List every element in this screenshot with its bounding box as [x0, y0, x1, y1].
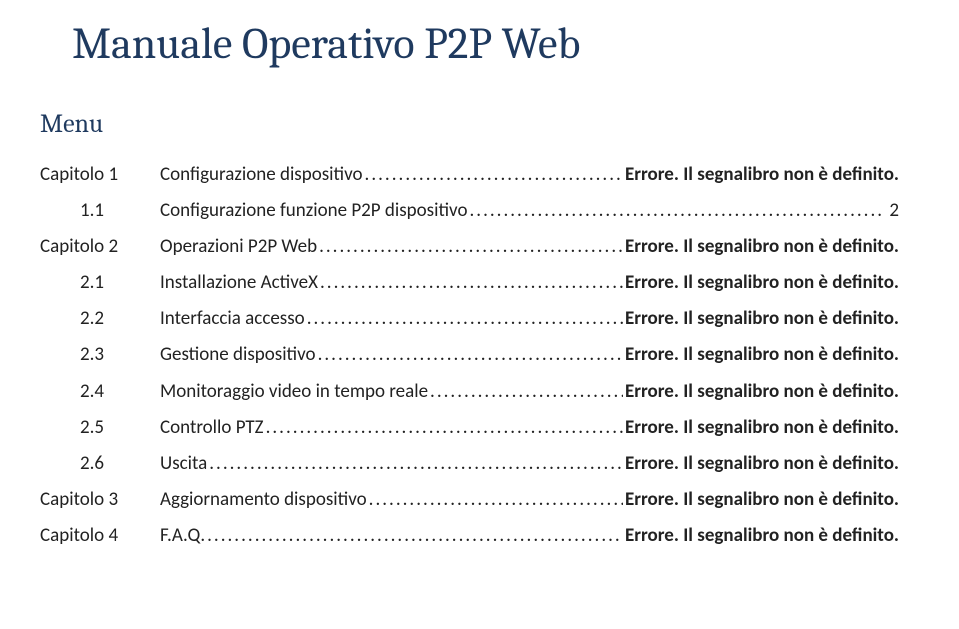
toc-label: 2.2	[40, 301, 160, 337]
toc-leader: ........................................…	[320, 265, 623, 301]
toc-label: Capitolo 1	[40, 157, 160, 193]
toc-text: Monitoraggio video in tempo reale	[160, 374, 428, 410]
menu-heading: Menu	[40, 109, 899, 139]
toc-row: 1.1 Configurazione funzione P2P disposit…	[40, 193, 899, 229]
toc-leader: ........................................…	[266, 410, 623, 446]
toc-row: Capitolo 2 Operazioni P2P Web ..........…	[40, 229, 899, 265]
toc-pageref-error: Errore. Il segnalibro non è definito.	[625, 157, 899, 193]
toc-text: F.A.Q.	[160, 518, 205, 554]
toc-pageref-error: Errore. Il segnalibro non è definito.	[625, 265, 899, 301]
toc-row: 2.6 Uscita .............................…	[40, 446, 899, 482]
toc-label: 2.1	[40, 265, 160, 301]
toc-label: 2.5	[40, 410, 160, 446]
toc-leader: ........................................…	[209, 446, 623, 482]
toc-label: Capitolo 3	[40, 482, 160, 518]
toc-row: 2.2 Interfaccia accesso ................…	[40, 301, 899, 337]
toc-leader: ........................................…	[469, 193, 883, 229]
toc-leader: ........................................…	[319, 229, 623, 265]
toc-pageref-error: Errore. Il segnalibro non è definito.	[625, 518, 899, 554]
toc-label: 2.3	[40, 337, 160, 373]
toc-row: 2.3 Gestione dispositivo ...............…	[40, 337, 899, 373]
toc-pageref-error: Errore. Il segnalibro non è definito.	[625, 446, 899, 482]
toc-pageref-error: Errore. Il segnalibro non è definito.	[625, 229, 899, 265]
toc-pageref-error: Errore. Il segnalibro non è definito.	[625, 301, 899, 337]
toc-text: Installazione ActiveX	[160, 265, 318, 301]
toc-text: Controllo PTZ	[160, 410, 264, 446]
toc-pageref: 2	[889, 193, 899, 229]
toc-row: Capitolo 4 F.A.Q. ......................…	[40, 518, 899, 554]
toc-label: Capitolo 2	[40, 229, 160, 265]
toc-pageref-error: Errore. Il segnalibro non è definito.	[625, 482, 899, 518]
toc-leader: ........................................…	[365, 157, 623, 193]
toc-text: Configurazione funzione P2P dispositivo	[160, 193, 467, 229]
toc-row: 2.5 Controllo PTZ ......................…	[40, 410, 899, 446]
toc-leader: ........................................…	[307, 301, 623, 337]
toc-leader: ........................................…	[369, 482, 623, 518]
toc-pageref-error: Errore. Il segnalibro non è definito.	[625, 337, 899, 373]
toc-pageref-error: Errore. Il segnalibro non è definito.	[625, 410, 899, 446]
toc-pageref-error: Errore. Il segnalibro non è definito.	[625, 374, 899, 410]
toc-label: Capitolo 4	[40, 518, 160, 554]
toc-row: 2.1 Installazione ActiveX ..............…	[40, 265, 899, 301]
toc-leader: ........................................…	[207, 518, 623, 554]
document-title: Manuale Operativo P2P Web	[72, 18, 899, 69]
toc-row: Capitolo 3 Aggiornamento dispositivo ...…	[40, 482, 899, 518]
document-page: Manuale Operativo P2P Web Menu Capitolo …	[0, 0, 959, 554]
toc-text: Configurazione dispositivo	[160, 157, 363, 193]
toc-row: 2.4 Monitoraggio video in tempo reale ..…	[40, 374, 899, 410]
toc-leader: ........................................…	[430, 374, 623, 410]
toc-label: 2.4	[40, 374, 160, 410]
toc-row: Capitolo 1 Configurazione dispositivo ..…	[40, 157, 899, 193]
table-of-contents: Capitolo 1 Configurazione dispositivo ..…	[40, 157, 899, 554]
toc-leader: ........................................…	[318, 337, 623, 373]
toc-label: 1.1	[40, 193, 160, 229]
toc-text: Interfaccia accesso	[160, 301, 305, 337]
toc-text: Aggiornamento dispositivo	[160, 482, 367, 518]
toc-text: Gestione dispositivo	[160, 337, 316, 373]
toc-text: Operazioni P2P Web	[160, 229, 317, 265]
toc-text: Uscita	[160, 446, 207, 482]
toc-label: 2.6	[40, 446, 160, 482]
